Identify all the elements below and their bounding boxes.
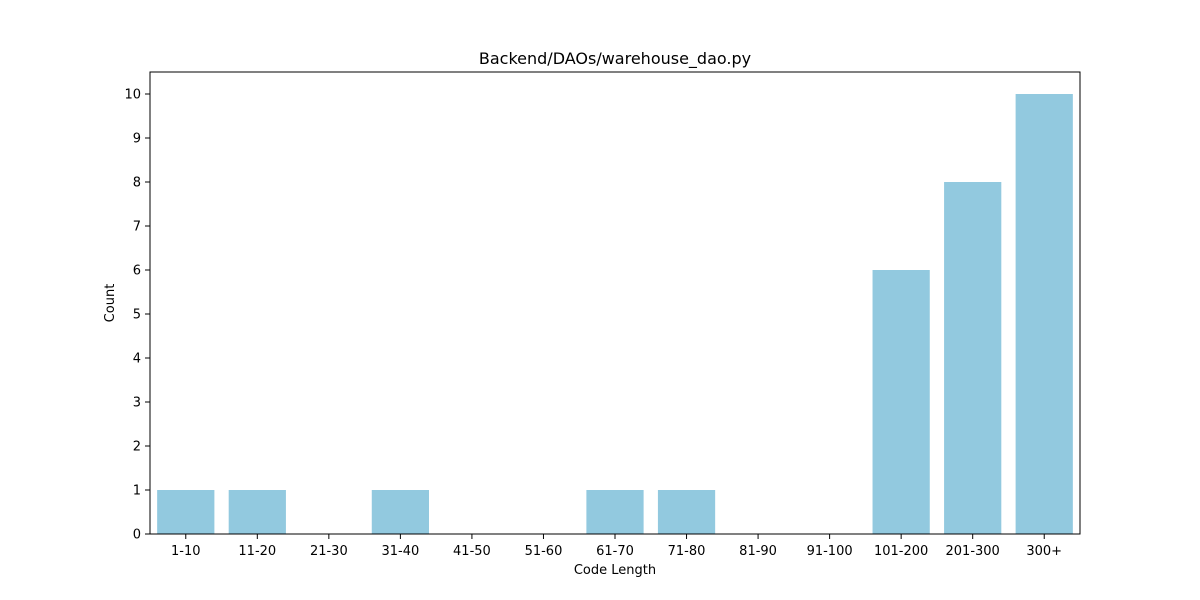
x-tick-label: 300+ <box>1026 544 1062 559</box>
bar-31-40 <box>371 490 429 534</box>
y-tick-label: 2 <box>133 440 141 455</box>
bar-201-300 <box>944 182 1002 534</box>
y-tick-label: 8 <box>133 176 141 191</box>
y-tick-label: 4 <box>133 352 141 367</box>
y-tick-label: 10 <box>124 88 141 103</box>
x-tick-label: 21-30 <box>310 544 348 559</box>
bar-61-70 <box>586 490 644 534</box>
bar-11-20 <box>228 490 286 534</box>
plot-frame <box>149 71 1081 535</box>
x-tick-label: 31-40 <box>381 544 419 559</box>
y-tick-label: 9 <box>133 132 141 147</box>
bar-300+ <box>1015 94 1073 534</box>
x-tick-label: 1-10 <box>171 544 201 559</box>
bar-71-80 <box>657 490 716 534</box>
y-axis: 0 1 2 3 4 5 6 7 8 9 10 <box>124 88 150 543</box>
x-tick-label: 201-300 <box>946 544 1000 559</box>
x-tick-label: 11-20 <box>238 544 276 559</box>
x-tick-label: 41-50 <box>453 544 491 559</box>
y-tick-label: 6 <box>133 264 141 279</box>
y-tick-label: 1 <box>133 484 141 499</box>
x-tick-label: 81-90 <box>739 544 777 559</box>
y-tick-label: 0 <box>133 528 141 543</box>
x-tick-label: 61-70 <box>596 544 634 559</box>
x-tick-label: 91-100 <box>807 544 853 559</box>
y-tick-label: 3 <box>133 396 141 411</box>
x-tick-label: 101-200 <box>874 544 928 559</box>
bar-1-10 <box>157 490 215 534</box>
bar-101-200 <box>872 270 930 534</box>
bars-group <box>157 94 1073 534</box>
y-tick-label: 7 <box>133 220 141 235</box>
x-tick-label: 51-60 <box>525 544 563 559</box>
chart-title: Backend/DAOs/warehouse_dao.py <box>479 49 751 69</box>
x-axis: 1-10 11-20 21-30 31-40 41-50 51-60 61-70 71-80 8… <box>171 534 1062 559</box>
x-tick-label: 71-80 <box>668 544 706 559</box>
y-tick-label: 5 <box>133 308 141 323</box>
x-axis-label: Code Length <box>574 563 656 578</box>
y-axis-label: Count <box>103 284 118 323</box>
